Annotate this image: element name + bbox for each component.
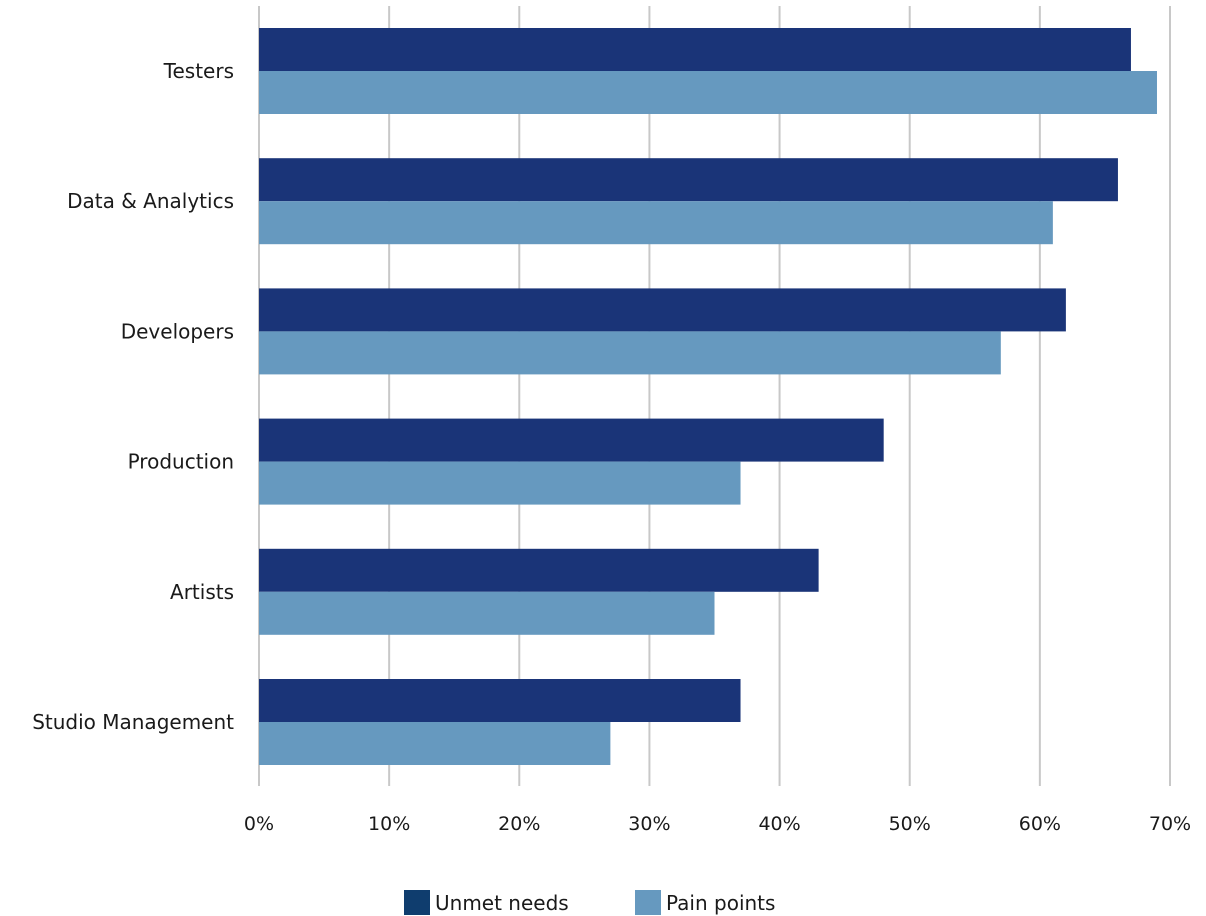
legend-label-unmet-needs: Unmet needs xyxy=(435,891,569,915)
x-tick-label-50pct: 50% xyxy=(889,813,931,835)
bar-artists-unmet-needs xyxy=(259,548,819,592)
bar-data-and-analytics-unmet-needs xyxy=(259,158,1118,202)
bar-developers-unmet-needs xyxy=(259,288,1066,332)
x-tick-label-70pct: 70% xyxy=(1149,813,1191,835)
bar-testers-pain-points xyxy=(259,71,1157,114)
x-tick-label-30pct: 30% xyxy=(628,813,670,835)
category-label-artists: Artists xyxy=(170,580,234,604)
legend-swatch-unmet-needs xyxy=(404,890,430,915)
x-tick-label-0pct: 0% xyxy=(244,813,274,835)
bar-studio-management-unmet-needs xyxy=(259,679,741,722)
category-label-studio-management: Studio Management xyxy=(32,710,234,734)
x-tick-label-40pct: 40% xyxy=(758,813,800,835)
x-tick-label-60pct: 60% xyxy=(1019,813,1061,835)
bar-data-and-analytics-pain-points xyxy=(259,201,1053,245)
legend: Unmet needs Pain points xyxy=(404,890,775,915)
category-label-testers: Testers xyxy=(163,59,234,83)
bar-artists-pain-points xyxy=(259,591,715,635)
legend-label-pain-points: Pain points xyxy=(666,891,775,915)
bar-testers-unmet-needs xyxy=(259,28,1131,71)
category-labels: Testers Data & Analytics Developers Product… xyxy=(32,59,234,734)
bar-developers-pain-points xyxy=(259,331,1001,375)
x-tick-label-10pct: 10% xyxy=(368,813,410,835)
bar-studio-management-pain-points xyxy=(259,722,611,765)
category-label-production: Production xyxy=(128,450,234,474)
bars xyxy=(259,28,1157,765)
legend-swatch-pain-points xyxy=(635,890,661,915)
x-tick-label-20pct: 20% xyxy=(498,813,540,835)
x-axis-tick-labels: 0% 10% 20% 30% 40% 50% 60% 70% xyxy=(244,813,1191,835)
bar-production-unmet-needs xyxy=(259,418,884,462)
bar-production-pain-points xyxy=(259,461,741,505)
category-label-data-and-analytics: Data & Analytics xyxy=(67,189,234,213)
gridlines xyxy=(258,6,1171,786)
category-label-developers: Developers xyxy=(121,319,234,343)
